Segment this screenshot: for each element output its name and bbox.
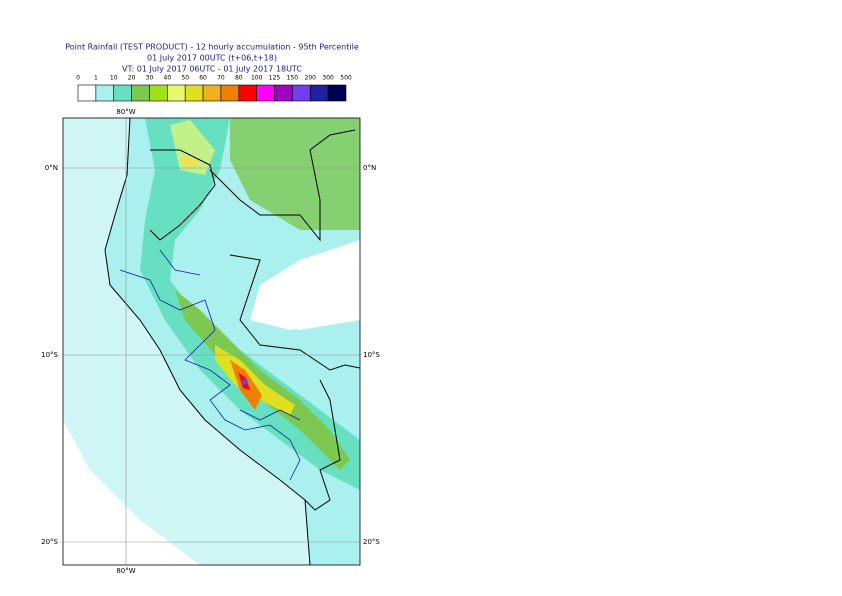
rain-band xyxy=(140,118,360,490)
title-line: 01 July 2017 00UTC (t+06,t+18) xyxy=(147,54,277,63)
region-border xyxy=(119,249,301,481)
lat-label: 10°S xyxy=(41,351,58,359)
color-box xyxy=(202,84,222,102)
color-box xyxy=(184,84,204,102)
color-box xyxy=(274,84,293,102)
map xyxy=(63,118,360,565)
lat-label: 0°N xyxy=(363,164,376,172)
level-label: 50 xyxy=(181,75,189,82)
color-box xyxy=(167,84,186,102)
title-line: VT: 01 July 2017 06UTC - 01 July 2017 18… xyxy=(122,65,302,74)
color-box xyxy=(220,84,240,102)
level-label: 1 xyxy=(94,75,98,82)
lat-label: 20°S xyxy=(363,538,380,546)
color-box xyxy=(149,84,168,102)
level-label: 10 xyxy=(110,75,118,82)
rain-band xyxy=(230,118,360,230)
level-label: 40 xyxy=(164,75,172,82)
country-border xyxy=(149,129,360,511)
level-label: 300 xyxy=(322,75,334,82)
color-box xyxy=(113,84,132,102)
title-line: Point Rainfall (TEST PRODUCT) - 12 hourl… xyxy=(65,43,359,52)
lat-label: 20°S xyxy=(41,538,58,546)
colorbar: 0 1 10 20 30 40 50 60 70 80 100 125 150 200 300 500 xyxy=(76,75,352,102)
lon-label: 80°W xyxy=(116,567,135,575)
level-label: 80 xyxy=(235,75,243,82)
rain-band xyxy=(175,290,350,470)
color-box xyxy=(309,84,329,102)
rain-core xyxy=(215,345,295,415)
dry-area xyxy=(255,250,360,330)
level-label: 200 xyxy=(305,75,317,82)
level-label: 70 xyxy=(217,75,225,82)
color-box xyxy=(327,84,347,102)
level-label: 60 xyxy=(199,75,207,82)
lat-label: 0°N xyxy=(45,164,58,172)
level-label: 150 xyxy=(287,75,299,82)
rain-peak xyxy=(242,379,248,385)
lat-label: 10°S xyxy=(363,351,380,359)
level-label: 20 xyxy=(128,75,136,82)
level-label: 100 xyxy=(251,75,263,82)
rain-band xyxy=(170,120,215,175)
color-box xyxy=(238,84,257,102)
color-box xyxy=(77,84,97,102)
level-label: 30 xyxy=(146,75,154,82)
color-box xyxy=(95,84,115,102)
color-box xyxy=(131,84,150,102)
level-label: 0 xyxy=(76,75,80,82)
level-label: 125 xyxy=(269,75,281,82)
coastline xyxy=(104,118,311,565)
color-box xyxy=(292,84,311,102)
lon-label: 80°W xyxy=(116,108,135,116)
level-label: 500 xyxy=(340,75,352,82)
ocean-rain xyxy=(63,118,310,565)
map-frame xyxy=(62,117,361,566)
color-box xyxy=(256,84,275,102)
